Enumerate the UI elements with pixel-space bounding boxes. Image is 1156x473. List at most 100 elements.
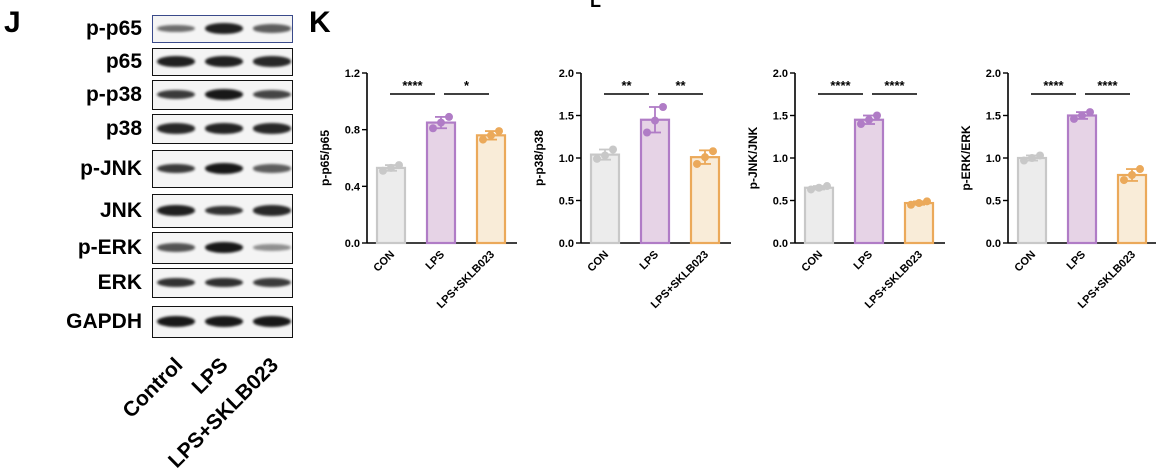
x-tick-label: LPS bbox=[637, 249, 661, 273]
blot-band bbox=[253, 164, 291, 173]
data-point bbox=[495, 127, 503, 136]
y-tick-label: 1.5 bbox=[773, 111, 788, 123]
data-point bbox=[601, 151, 609, 160]
blot-band bbox=[253, 277, 291, 288]
blot-strip bbox=[152, 232, 293, 264]
y-tick-label: 0.0 bbox=[986, 238, 1001, 250]
x-tick-label: CON bbox=[585, 249, 611, 275]
data-point bbox=[651, 116, 659, 125]
blot-strip bbox=[152, 306, 293, 338]
significance-label: **** bbox=[1043, 78, 1064, 93]
blot-band bbox=[157, 243, 195, 252]
blot-band bbox=[157, 277, 195, 288]
blot-band bbox=[205, 89, 243, 100]
bar bbox=[1066, 114, 1098, 245]
y-tick-label: 2.0 bbox=[986, 68, 1001, 80]
data-point bbox=[487, 131, 495, 140]
blot-band bbox=[253, 205, 291, 216]
y-axis-label: p-JNK/JNK bbox=[746, 126, 760, 189]
blot-band bbox=[157, 205, 195, 216]
significance-label: ** bbox=[675, 78, 686, 93]
significance-label: **** bbox=[830, 78, 851, 93]
x-tick-label: LPS bbox=[1064, 249, 1088, 273]
blot-row-label: p-p38 bbox=[85, 83, 142, 106]
significance-label: **** bbox=[884, 78, 905, 93]
blot-band bbox=[205, 277, 243, 288]
significance-label: **** bbox=[402, 78, 423, 93]
y-tick-label: 1.0 bbox=[986, 153, 1001, 165]
data-point bbox=[923, 197, 931, 206]
blot-row-label: ERK bbox=[97, 271, 142, 294]
blot-row-label: p65 bbox=[105, 50, 142, 73]
blot-band bbox=[157, 123, 195, 134]
blot-strip bbox=[152, 194, 293, 228]
bar bbox=[475, 134, 507, 245]
data-point bbox=[429, 124, 437, 133]
bar bbox=[589, 153, 621, 245]
y-tick-label: 1.0 bbox=[773, 153, 788, 165]
blot-row-label: JNK bbox=[99, 199, 142, 222]
x-tick-label: CON bbox=[799, 249, 825, 275]
y-tick-label: 0.5 bbox=[986, 196, 1001, 208]
blot-row-label: p-p65 bbox=[85, 17, 142, 40]
data-point bbox=[1086, 108, 1094, 117]
y-axis-label: p-ERK/ERK bbox=[959, 125, 973, 191]
blot-band bbox=[205, 123, 243, 134]
y-tick-label: 0.0 bbox=[559, 238, 574, 250]
y-tick-label: 1.0 bbox=[559, 153, 574, 165]
data-point bbox=[1020, 156, 1028, 165]
data-point bbox=[387, 163, 395, 172]
blot-band bbox=[253, 24, 291, 33]
bar bbox=[1016, 156, 1048, 245]
blot-band bbox=[253, 89, 291, 100]
data-point bbox=[395, 161, 403, 170]
data-point bbox=[445, 112, 453, 121]
y-tick-label: 0.5 bbox=[773, 196, 788, 208]
bar bbox=[1116, 173, 1148, 245]
blot-band bbox=[205, 23, 243, 34]
data-point bbox=[1120, 176, 1128, 185]
blot-band bbox=[253, 56, 291, 67]
y-tick-label: 0.0 bbox=[345, 238, 360, 250]
blot-band bbox=[157, 56, 195, 67]
data-point bbox=[1028, 154, 1036, 162]
data-point bbox=[907, 200, 915, 209]
blot-row-label: GAPDH bbox=[66, 310, 142, 333]
blot-strip bbox=[152, 15, 293, 43]
x-tick-label: LPS bbox=[423, 249, 447, 273]
bar bbox=[639, 118, 671, 245]
blot-band bbox=[205, 205, 243, 216]
data-point bbox=[1078, 111, 1086, 120]
blot-band bbox=[205, 56, 243, 67]
blot-row-label: p-JNK bbox=[80, 157, 142, 180]
data-point bbox=[873, 111, 881, 120]
bar bbox=[853, 118, 885, 245]
y-axis-label: p-p38/p38 bbox=[532, 130, 546, 186]
blot-band bbox=[253, 316, 291, 327]
blot-band bbox=[253, 123, 291, 134]
cropped-title-fragment: L bbox=[590, 0, 601, 11]
data-point bbox=[709, 147, 717, 156]
blot-band bbox=[157, 316, 195, 327]
data-point bbox=[1036, 151, 1044, 160]
bar bbox=[689, 156, 721, 245]
y-tick-label: 1.5 bbox=[986, 111, 1001, 123]
y-tick-label: 2.0 bbox=[773, 68, 788, 80]
x-tick-label: LPS bbox=[851, 249, 875, 273]
data-point bbox=[479, 135, 487, 144]
blot-band bbox=[157, 24, 195, 33]
panel-label-j: J bbox=[4, 6, 21, 39]
x-tick-label: CON bbox=[371, 249, 397, 275]
blot-band bbox=[253, 244, 291, 251]
blot-strip bbox=[152, 114, 293, 144]
data-point bbox=[857, 120, 865, 128]
blot-strip bbox=[152, 80, 293, 110]
y-tick-label: 0.5 bbox=[559, 196, 574, 208]
data-point bbox=[701, 153, 709, 162]
blot-band bbox=[205, 316, 243, 327]
panel-label-k: K bbox=[309, 6, 331, 39]
y-tick-label: 1.5 bbox=[559, 111, 574, 123]
y-tick-label: 0.8 bbox=[345, 125, 360, 137]
data-point bbox=[815, 183, 823, 192]
